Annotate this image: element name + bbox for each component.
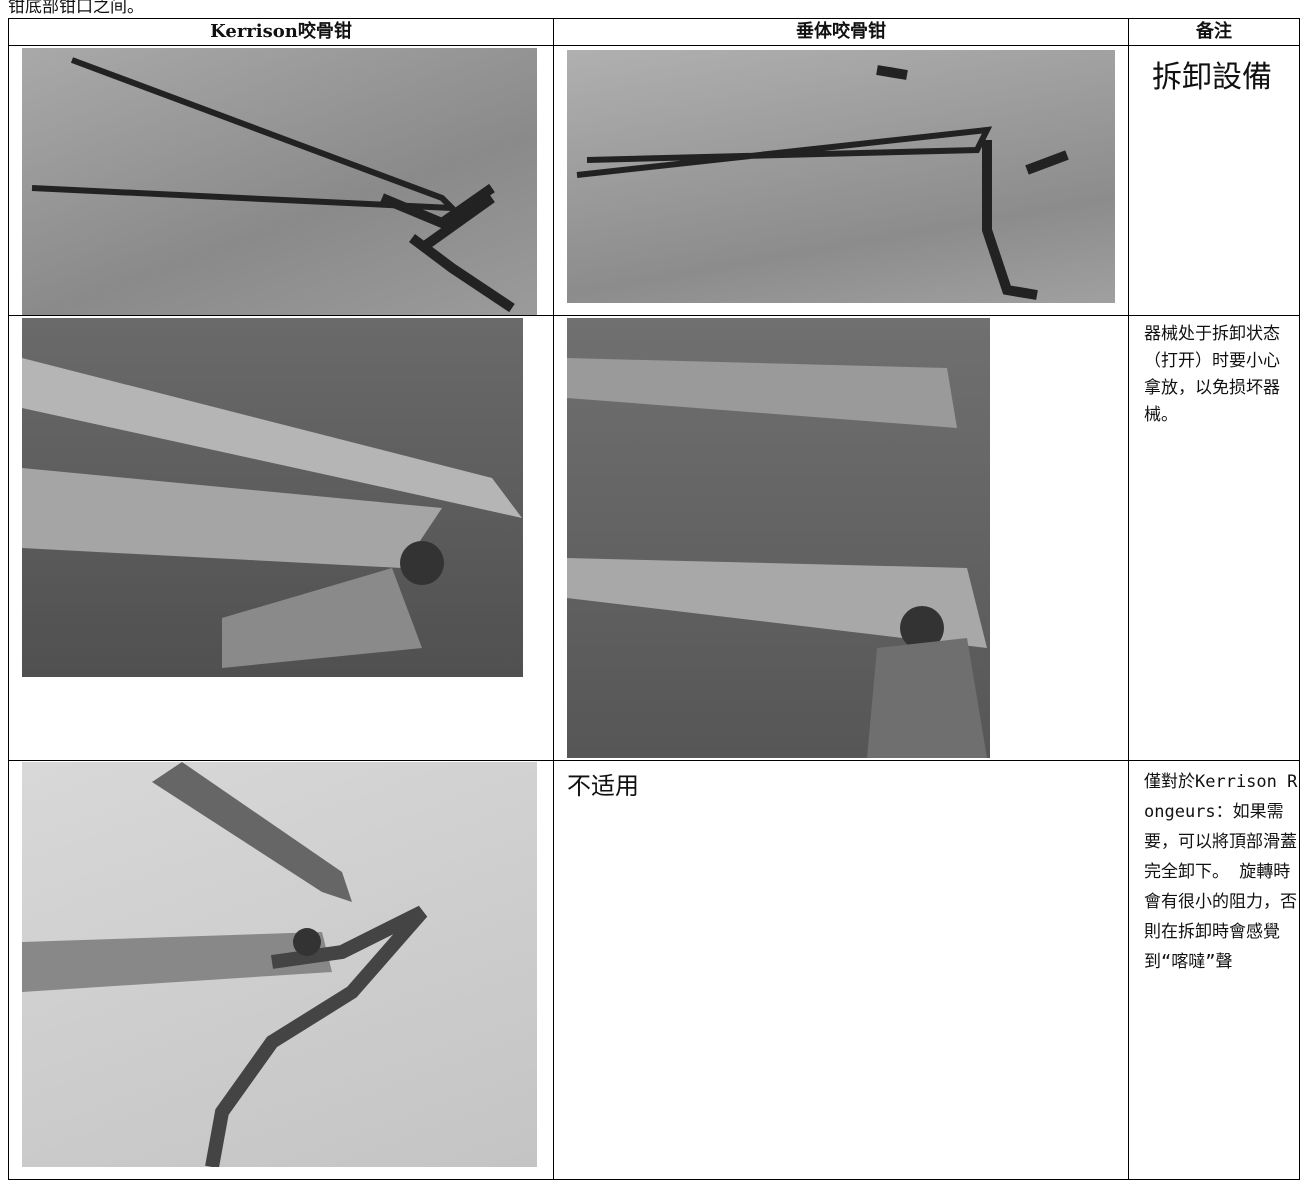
note-text: 僅對於Kerrison Rongeurs：如果需要，可以將頂部滑蓋完全卸下。 旋… (1144, 772, 1298, 972)
column-header: 垂体咬骨钳 (796, 21, 886, 42)
note-text: 拆卸設備 (1152, 60, 1272, 95)
photo (567, 318, 990, 758)
note-text: 器械处于拆卸状态（打开）时要小心拿放，以免损坏器械。 (1144, 324, 1280, 425)
column-header: Kerrison咬骨钳 (210, 21, 352, 42)
photo (567, 50, 1115, 303)
photo (22, 48, 537, 315)
photo (22, 762, 537, 1167)
cell (553, 760, 1129, 1180)
photo (22, 318, 523, 677)
intro-text: 钳底部钳口之间。 (8, 0, 144, 17)
cell-text: 不适用 (567, 772, 639, 800)
column-header: 备注 (1196, 21, 1232, 42)
